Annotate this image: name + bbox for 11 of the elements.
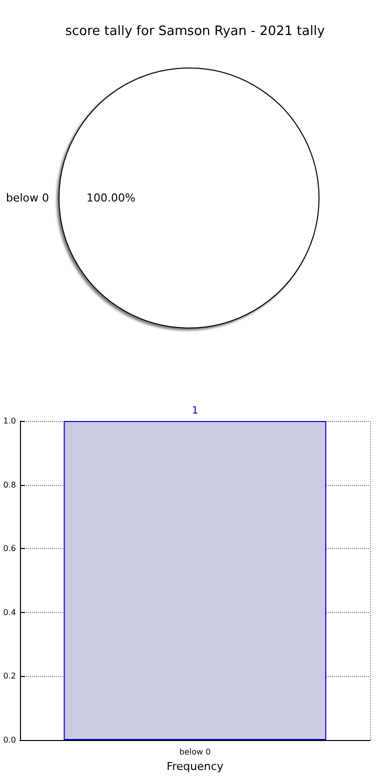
y-tick-label: 0.8	[3, 480, 16, 490]
slice-label: below 0	[6, 192, 49, 204]
y-tick-label: 0.4	[3, 608, 16, 617]
y-tick-label: 1.0	[3, 416, 16, 426]
y-tick-label: 0.0	[3, 736, 16, 744]
x-axis-title: Frequency	[166, 760, 224, 773]
chart-title: score tally for Samson Ryan - 2021 tally	[65, 24, 326, 39]
data-label: 100.00%	[86, 192, 136, 204]
data-label: 1	[192, 406, 198, 416]
y-tick-label: 0.6	[3, 544, 16, 554]
y-tick-label: 0.2	[3, 672, 16, 681]
